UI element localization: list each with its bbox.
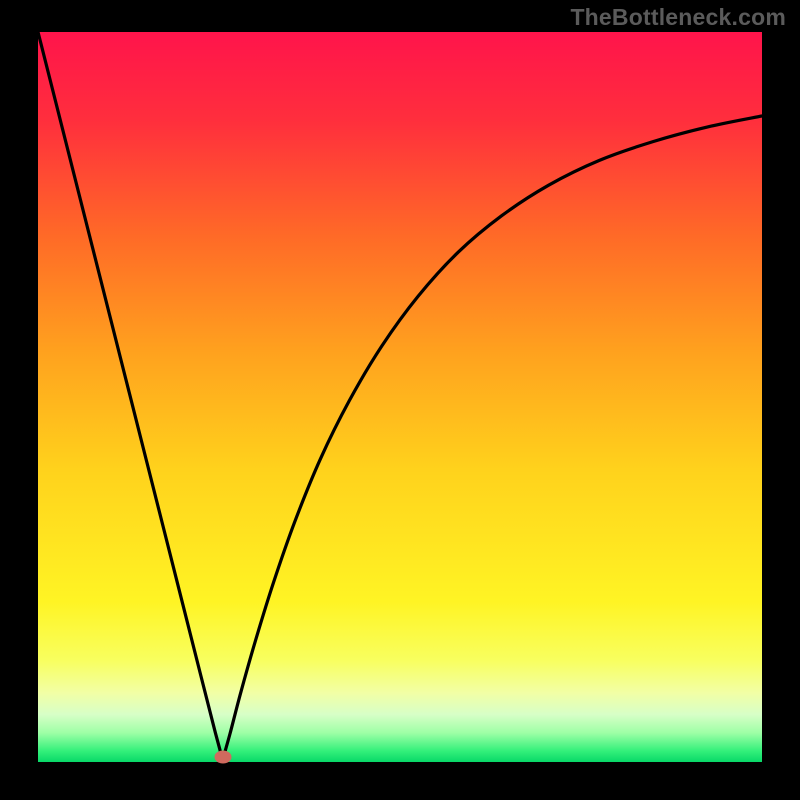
watermark-label: TheBottleneck.com [570, 4, 786, 31]
bottleneck-curve-left [38, 32, 223, 760]
bottleneck-curve-right [223, 116, 762, 760]
curve-layer [38, 32, 762, 762]
plot-area [38, 32, 762, 762]
chart-frame: TheBottleneck.com [0, 0, 800, 800]
minimum-marker [214, 750, 231, 763]
